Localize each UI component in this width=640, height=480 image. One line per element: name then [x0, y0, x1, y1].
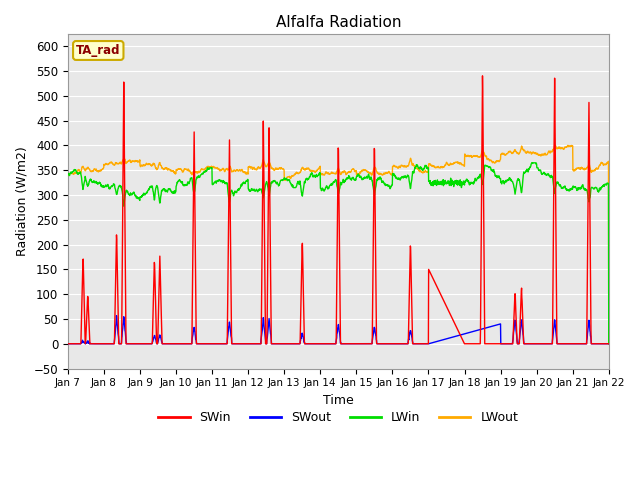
- SWout: [557, 341, 565, 347]
- LWin: [572, 185, 580, 191]
- LWin: [354, 172, 362, 178]
- LWout: [605, 341, 612, 347]
- SWout: [215, 341, 223, 347]
- LWin: [64, 171, 72, 177]
- LWin: [528, 160, 536, 166]
- SWin: [479, 73, 486, 79]
- LWin: [215, 177, 223, 183]
- SWin: [496, 341, 504, 347]
- Line: SWout: SWout: [68, 315, 609, 344]
- SWin: [605, 341, 612, 347]
- LWin: [605, 341, 612, 347]
- SWin: [557, 341, 565, 347]
- SWout: [572, 341, 580, 347]
- LWin: [495, 175, 503, 181]
- SWin: [64, 341, 72, 347]
- SWout: [64, 341, 72, 347]
- Text: TA_rad: TA_rad: [76, 44, 120, 57]
- LWout: [551, 142, 559, 148]
- SWin: [215, 341, 223, 347]
- SWout: [113, 312, 120, 318]
- SWout: [605, 341, 612, 347]
- SWout: [366, 341, 374, 347]
- Line: SWin: SWin: [68, 76, 609, 344]
- LWin: [557, 184, 565, 190]
- Line: LWout: LWout: [68, 145, 609, 344]
- Legend: SWin, SWout, LWin, LWout: SWin, SWout, LWin, LWout: [154, 406, 524, 429]
- LWout: [572, 167, 580, 172]
- SWin: [572, 341, 580, 347]
- SWin: [365, 341, 373, 347]
- LWout: [495, 159, 503, 165]
- Line: LWin: LWin: [68, 163, 609, 344]
- LWout: [557, 146, 565, 152]
- SWout: [354, 341, 362, 347]
- LWout: [64, 172, 72, 178]
- LWout: [215, 166, 223, 171]
- LWout: [354, 171, 362, 177]
- Y-axis label: Radiation (W/m2): Radiation (W/m2): [15, 146, 28, 256]
- LWin: [365, 174, 373, 180]
- X-axis label: Time: Time: [323, 394, 354, 407]
- SWout: [496, 321, 504, 327]
- LWout: [365, 171, 373, 177]
- SWin: [354, 341, 362, 347]
- Title: Alfalfa Radiation: Alfalfa Radiation: [276, 15, 401, 30]
